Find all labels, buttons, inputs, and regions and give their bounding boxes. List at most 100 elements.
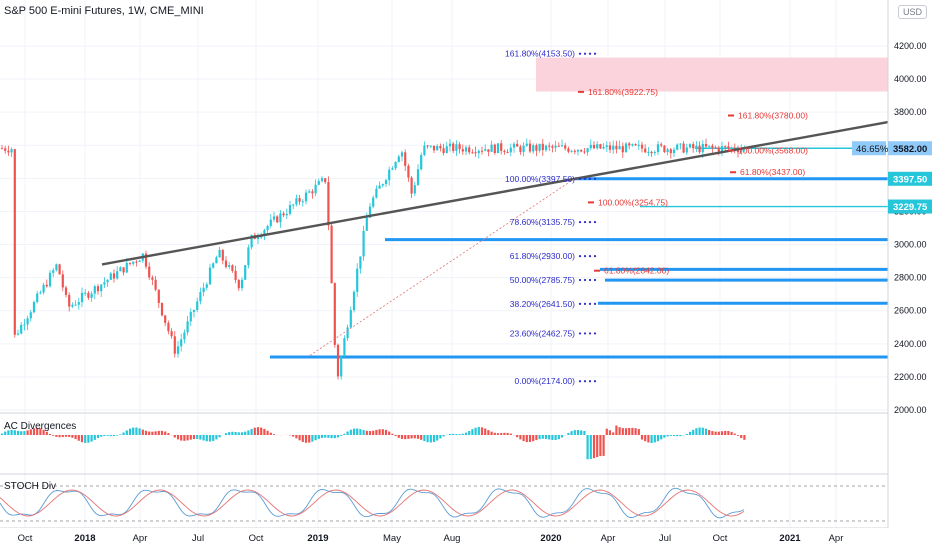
candle[interactable] xyxy=(381,184,384,186)
candle[interactable] xyxy=(704,143,708,147)
candle[interactable] xyxy=(384,180,388,185)
candle[interactable] xyxy=(314,184,317,194)
candle[interactable] xyxy=(647,151,650,153)
candle[interactable] xyxy=(359,256,362,269)
candle[interactable] xyxy=(608,145,612,150)
candle[interactable] xyxy=(103,282,106,285)
candle[interactable] xyxy=(135,261,138,263)
candle[interactable] xyxy=(573,150,576,152)
candle[interactable] xyxy=(464,147,468,152)
candle[interactable] xyxy=(416,169,420,186)
candle[interactable] xyxy=(77,302,80,305)
candle[interactable] xyxy=(36,293,39,303)
candle[interactable] xyxy=(298,198,301,202)
candle[interactable] xyxy=(266,226,269,231)
candle[interactable] xyxy=(698,145,701,153)
candle[interactable] xyxy=(256,237,260,240)
candle[interactable] xyxy=(186,321,189,333)
candle[interactable] xyxy=(292,204,295,206)
candle[interactable] xyxy=(468,147,471,153)
candle[interactable] xyxy=(362,230,365,257)
candle[interactable] xyxy=(471,152,474,154)
candle[interactable] xyxy=(276,216,279,223)
candle[interactable] xyxy=(570,150,573,152)
candle[interactable] xyxy=(528,143,532,152)
candle[interactable] xyxy=(125,262,128,273)
candle[interactable] xyxy=(180,339,183,347)
candle[interactable] xyxy=(391,168,394,170)
candle[interactable] xyxy=(52,270,55,273)
candle[interactable] xyxy=(212,263,215,268)
candle[interactable] xyxy=(42,284,45,293)
candle[interactable] xyxy=(375,188,378,198)
candle[interactable] xyxy=(634,144,637,146)
candle[interactable] xyxy=(218,249,221,258)
candle[interactable] xyxy=(669,149,672,154)
candle[interactable] xyxy=(708,145,711,147)
candle[interactable] xyxy=(263,230,266,236)
candle[interactable] xyxy=(228,265,231,268)
candle[interactable] xyxy=(68,294,71,307)
candle[interactable] xyxy=(618,146,621,150)
candle[interactable] xyxy=(551,146,554,148)
candle[interactable] xyxy=(90,293,93,298)
candle[interactable] xyxy=(429,145,432,147)
candle[interactable] xyxy=(320,178,324,182)
candle[interactable] xyxy=(304,192,308,202)
candle[interactable] xyxy=(554,145,557,148)
candle[interactable] xyxy=(237,279,240,289)
candle[interactable] xyxy=(327,182,330,226)
candle[interactable] xyxy=(388,169,391,181)
candle[interactable] xyxy=(215,257,218,264)
candle[interactable] xyxy=(144,253,148,267)
candle[interactable] xyxy=(448,143,452,147)
candle[interactable] xyxy=(672,149,676,154)
candle[interactable] xyxy=(564,145,567,149)
candle[interactable] xyxy=(650,151,653,154)
candle[interactable] xyxy=(128,262,132,264)
candle[interactable] xyxy=(173,336,176,354)
candle[interactable] xyxy=(269,219,272,227)
candle[interactable] xyxy=(586,148,589,153)
candle[interactable] xyxy=(295,198,298,205)
candle[interactable] xyxy=(432,145,436,151)
candle[interactable] xyxy=(724,146,727,148)
candle[interactable] xyxy=(484,149,487,151)
candle[interactable] xyxy=(285,213,288,216)
candle[interactable] xyxy=(183,332,186,340)
candle[interactable] xyxy=(525,143,528,146)
candle[interactable] xyxy=(516,143,519,147)
candle[interactable] xyxy=(45,284,48,287)
candle[interactable] xyxy=(196,301,199,310)
candle[interactable] xyxy=(522,145,525,152)
candle[interactable] xyxy=(247,247,250,266)
candle[interactable] xyxy=(167,322,170,332)
candle[interactable] xyxy=(500,143,503,151)
candle[interactable] xyxy=(736,150,740,153)
candle[interactable] xyxy=(20,324,23,334)
candle[interactable] xyxy=(109,273,112,280)
candle[interactable] xyxy=(666,149,669,152)
candle[interactable] xyxy=(208,267,212,285)
candle[interactable] xyxy=(423,145,426,156)
candle[interactable] xyxy=(368,206,372,218)
candle[interactable] xyxy=(455,144,458,151)
candle[interactable] xyxy=(589,144,592,149)
candle[interactable] xyxy=(567,148,570,152)
candle[interactable] xyxy=(176,346,180,354)
candle[interactable] xyxy=(720,146,724,152)
candle[interactable] xyxy=(509,147,512,153)
candle[interactable] xyxy=(349,310,352,328)
candle[interactable] xyxy=(272,216,276,220)
candle[interactable] xyxy=(640,144,644,149)
candle[interactable] xyxy=(378,185,381,189)
candle[interactable] xyxy=(477,150,480,154)
time-axis[interactable]: Oct 2018 Apr Jul Oct 2019 May Aug 2020 Apr Jul Oct 2… xyxy=(0,528,932,550)
candle[interactable] xyxy=(356,268,359,292)
candle[interactable] xyxy=(602,146,605,149)
candle[interactable] xyxy=(365,217,368,231)
candle[interactable] xyxy=(496,143,500,154)
candle[interactable] xyxy=(372,197,375,207)
candle[interactable] xyxy=(493,144,496,154)
